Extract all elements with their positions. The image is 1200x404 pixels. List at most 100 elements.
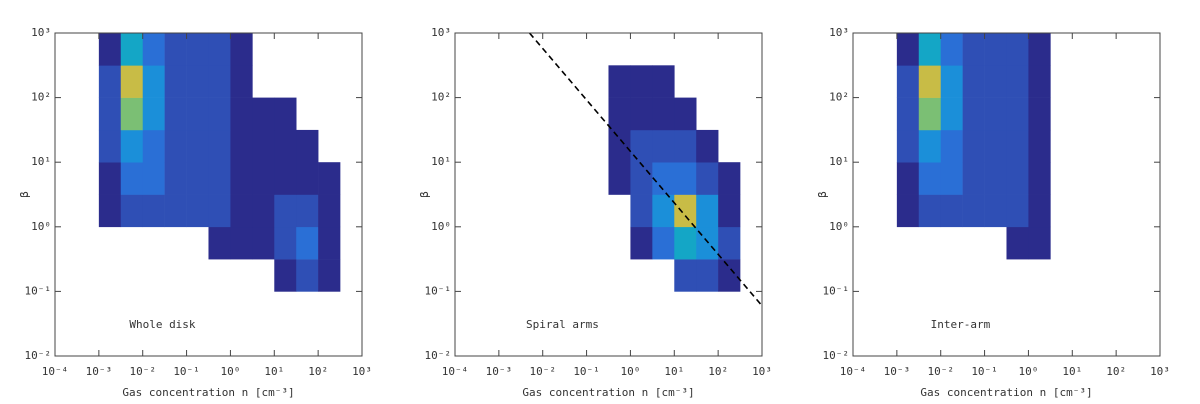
heatmap-cell xyxy=(499,98,521,131)
heatmap-cell xyxy=(543,130,565,163)
heatmap-cell xyxy=(1006,65,1029,98)
heatmap-cell xyxy=(252,324,274,357)
x-axis-label: Gas concentration n [cm⁻³] xyxy=(122,386,294,399)
heatmap-cell xyxy=(165,227,187,260)
heatmap-cell xyxy=(318,98,340,131)
heatmap-cell xyxy=(455,291,477,324)
heatmap-cell xyxy=(1094,324,1116,357)
heatmap-cell xyxy=(120,65,144,98)
heatmap-cell xyxy=(696,194,719,228)
heatmap-cell xyxy=(896,162,920,195)
heatmap-cell xyxy=(962,65,985,98)
heatmap-cell xyxy=(252,194,275,228)
heatmap-cell xyxy=(941,227,963,260)
heatmap-cell xyxy=(120,129,144,163)
heatmap-cell xyxy=(1028,97,1051,131)
heatmap-cell xyxy=(340,130,362,163)
heatmap-cell xyxy=(630,291,652,324)
heatmap-cell xyxy=(274,291,296,324)
heatmap-cell xyxy=(98,33,122,66)
heatmap-cell xyxy=(99,291,121,324)
heatmap-cell xyxy=(499,259,521,292)
heatmap-cell xyxy=(164,194,187,228)
heatmap-cell xyxy=(1094,291,1116,324)
heatmap-cell xyxy=(1028,259,1050,292)
heatmap-cell xyxy=(187,227,209,260)
heatmap-cell xyxy=(340,162,362,195)
heatmap-cell xyxy=(896,33,920,66)
heatmap-cell xyxy=(740,98,762,131)
heatmap-cell xyxy=(875,162,897,195)
heatmap-cell xyxy=(274,194,297,228)
heatmap-cell xyxy=(1072,259,1094,292)
heatmap-cell xyxy=(1050,65,1072,98)
heatmap-cell xyxy=(164,33,187,66)
heatmap-cell xyxy=(296,291,318,324)
heatmap-cell xyxy=(499,324,521,357)
heatmap-cell xyxy=(521,227,543,260)
heatmap-cell xyxy=(121,259,143,292)
heatmap-cell xyxy=(984,162,1007,195)
heatmap-cell xyxy=(608,259,630,292)
heatmap-cell xyxy=(164,97,187,131)
heatmap-cell xyxy=(896,194,920,228)
heatmap-cell xyxy=(1138,259,1160,292)
heatmap-cell xyxy=(340,227,362,260)
heatmap-cell xyxy=(208,33,231,66)
x-tick-label: 10⁰ xyxy=(220,365,240,378)
x-tick-label: 10⁻⁴ xyxy=(42,365,69,378)
heatmap-cell xyxy=(565,33,587,66)
heatmap-cell xyxy=(230,194,253,228)
heatmap-cell xyxy=(318,33,340,66)
y-tick-label: 10⁻² xyxy=(25,349,52,362)
heatmap-cell xyxy=(98,194,122,228)
heatmap-cell xyxy=(608,324,630,357)
heatmap-cell xyxy=(55,33,77,66)
heatmap-cell xyxy=(875,130,897,163)
heatmap-cell xyxy=(652,162,675,195)
x-tick-label: 10³ xyxy=(752,365,772,378)
heatmap-cell xyxy=(608,33,630,66)
heatmap-cell xyxy=(98,162,122,195)
heatmap-cell xyxy=(740,195,762,228)
heatmap-cell xyxy=(875,227,897,260)
heatmap-cell xyxy=(208,97,231,131)
heatmap-cell xyxy=(230,259,252,292)
heatmap-cell xyxy=(1094,33,1116,66)
heatmap-cell xyxy=(1006,129,1029,163)
heatmap-cell xyxy=(230,324,252,357)
x-axis-label: Gas concentration n [cm⁻³] xyxy=(522,386,694,399)
heatmap-cell xyxy=(1006,33,1029,66)
heatmap-cell xyxy=(1094,227,1116,260)
heatmap-cell xyxy=(230,129,253,163)
heatmap-cell xyxy=(455,65,477,98)
heatmap-cell xyxy=(1050,291,1072,324)
heatmap-cell xyxy=(477,162,499,195)
heatmap-cell xyxy=(252,97,275,131)
heatmap-cell xyxy=(296,129,319,163)
heatmap-cell xyxy=(1050,227,1072,260)
x-tick-label: 10⁻⁴ xyxy=(840,365,867,378)
heatmap-cell xyxy=(1116,162,1138,195)
heatmap-cell xyxy=(296,194,319,228)
heatmap-cell xyxy=(477,130,499,163)
x-tick-label: 10² xyxy=(308,365,328,378)
heatmap-cell xyxy=(1072,227,1094,260)
heatmap-cell xyxy=(77,98,99,131)
heatmap-cell xyxy=(630,226,653,260)
heatmap-cell xyxy=(274,129,297,163)
heatmap-cell xyxy=(718,259,741,292)
heatmap-cell xyxy=(318,226,341,260)
heatmap-cell xyxy=(963,259,985,292)
heatmap-cell xyxy=(918,65,942,98)
heatmap-cell xyxy=(499,291,521,324)
heatmap-cell xyxy=(608,97,631,131)
heatmap-cell xyxy=(1028,226,1051,260)
heatmap-cell xyxy=(696,65,718,98)
heatmap-cell xyxy=(318,259,341,292)
heatmap-cell xyxy=(1094,195,1116,228)
heatmap-cell xyxy=(853,291,875,324)
heatmap-cell xyxy=(718,65,740,98)
heatmap-cell xyxy=(674,162,697,195)
heatmap-cell xyxy=(340,65,362,98)
